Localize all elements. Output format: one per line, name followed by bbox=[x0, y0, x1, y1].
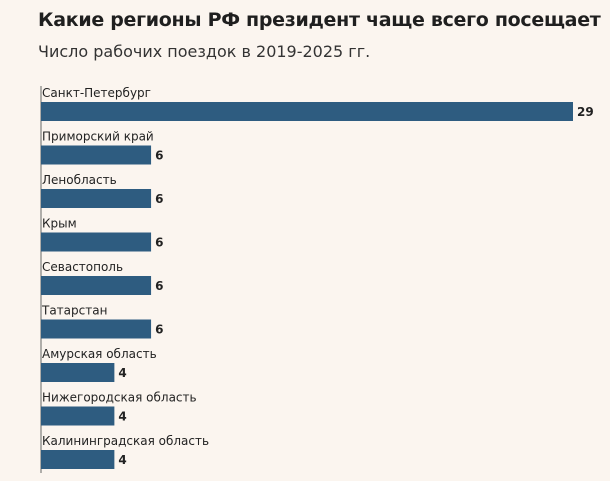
value-label: 6 bbox=[155, 323, 163, 337]
value-label: 29 bbox=[577, 105, 594, 119]
category-label: Татарстан bbox=[41, 304, 107, 318]
bar bbox=[41, 450, 115, 469]
bar bbox=[41, 319, 152, 339]
value-label: 4 bbox=[118, 453, 126, 467]
bar bbox=[41, 232, 152, 252]
bar bbox=[41, 276, 152, 295]
category-label: Севастополь bbox=[42, 260, 123, 274]
category-label: Нижегородская область bbox=[42, 391, 197, 405]
chart-title: Какие регионы РФ президент чаще всего по… bbox=[38, 9, 601, 31]
value-label: 6 bbox=[155, 192, 163, 206]
category-label: Приморский край bbox=[42, 130, 154, 144]
value-label: 4 bbox=[118, 366, 126, 380]
bar bbox=[41, 189, 152, 208]
category-label: Ленобласть bbox=[42, 173, 117, 187]
bar bbox=[41, 102, 573, 121]
value-label: 6 bbox=[155, 149, 163, 163]
value-label: 6 bbox=[155, 236, 163, 250]
bar bbox=[41, 145, 152, 165]
category-label: Крым bbox=[42, 217, 77, 231]
value-label: 4 bbox=[118, 410, 126, 424]
category-label: Амурская область bbox=[42, 347, 157, 361]
value-label: 6 bbox=[155, 279, 163, 293]
category-label: Калининградская область bbox=[42, 434, 209, 448]
chart-subtitle: Число рабочих поездок в 2019-2025 гг. bbox=[38, 42, 371, 61]
bar bbox=[41, 406, 115, 426]
bar bbox=[41, 363, 115, 382]
category-label: Санкт-Петербург bbox=[42, 86, 151, 100]
